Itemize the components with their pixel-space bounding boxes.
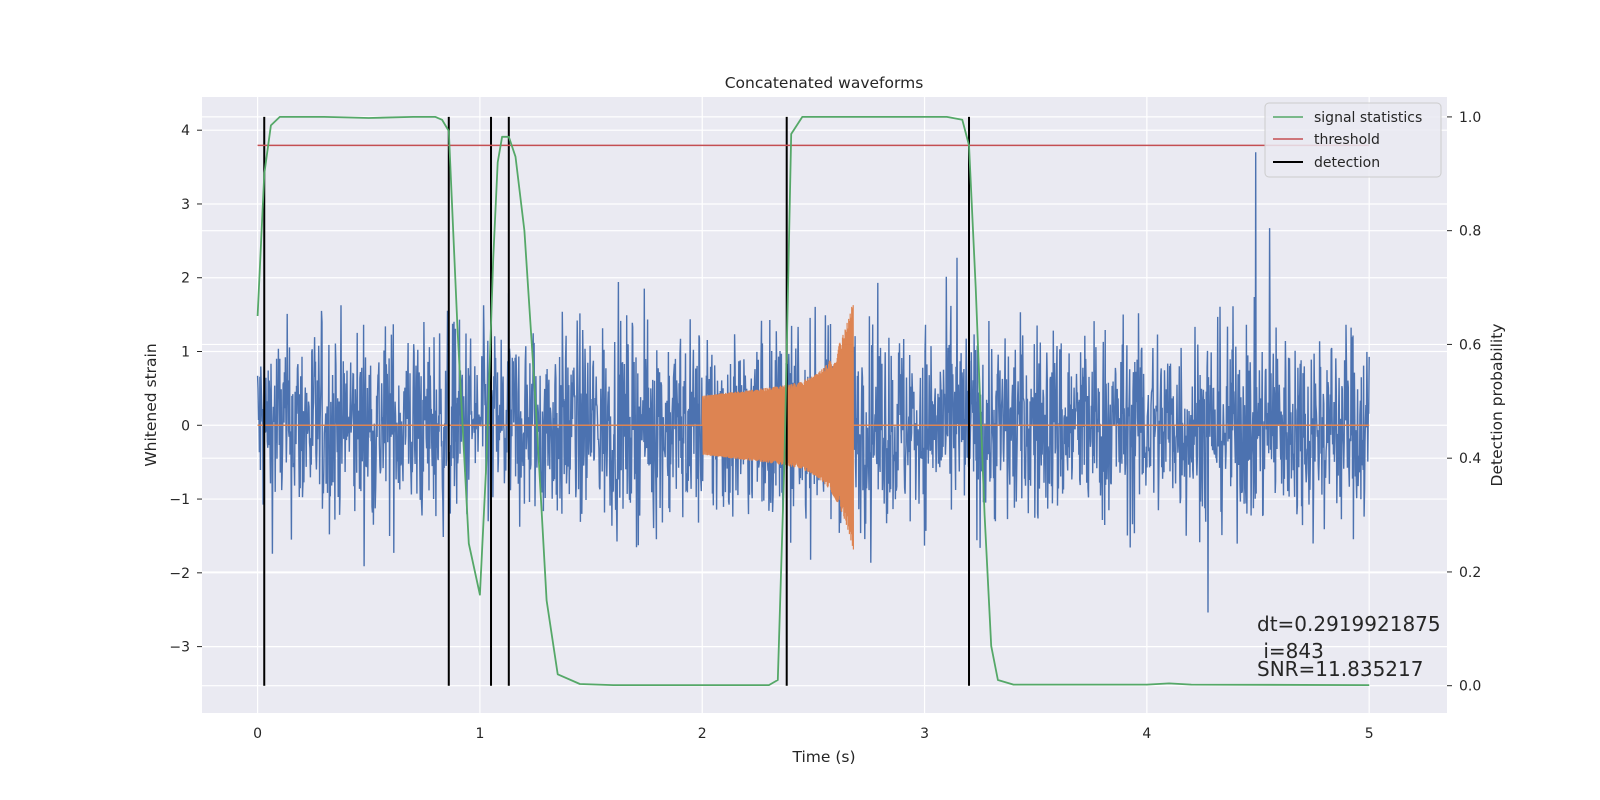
injected-chirp-line (701, 305, 855, 550)
legend-frame (1264, 102, 1442, 178)
axis-ticks: 0 1 2 3 4 5 −3 −2 −1 0 1 2 3 4 0.0 0.2 0.4 0.6 0.8 1.0 (169, 110, 1481, 742)
y2-axis-title: Detection probability (1488, 324, 1506, 487)
legend-label-signal-statistics: signal statistics (1314, 110, 1422, 126)
y-tick-label: −1 (169, 492, 190, 508)
x-tick-label: 0 (253, 726, 262, 742)
legend: signal statistics threshold detection (1264, 102, 1442, 178)
x-tick-label: 3 (920, 726, 929, 742)
chart-title: Concatenated waveforms (725, 74, 924, 92)
y-tick-label: −2 (169, 566, 190, 582)
x-tick-label: 2 (698, 726, 707, 742)
y2-tick-label: 0.6 (1459, 337, 1481, 353)
y2-tick-label: 0.0 (1459, 679, 1481, 695)
x-tick-label: 1 (475, 726, 484, 742)
y-tick-label: 0 (181, 418, 190, 434)
annotation-block: dt=0.2919921875 i=843 SNR=11.835217 (1257, 612, 1441, 681)
y-tick-label: 2 (181, 271, 190, 287)
signal-statistics-line (256, 116, 1370, 686)
x-tick-label: 5 (1365, 726, 1374, 742)
annotation-snr: SNR=11.835217 (1257, 657, 1423, 681)
injected-waveform-series (257, 305, 1370, 550)
signal-statistics-series (256, 116, 1370, 686)
y2-tick-label: 0.4 (1459, 451, 1481, 467)
y-tick-label: 1 (181, 345, 190, 361)
legend-label-detection: detection (1314, 155, 1380, 171)
y2-tick-label: 1.0 (1459, 110, 1481, 126)
annotation-dt: dt=0.2919921875 (1257, 612, 1441, 636)
legend-label-threshold: threshold (1314, 132, 1380, 148)
annotation-index: i=843 (1257, 639, 1324, 663)
y-axis-title: Whitened strain (142, 343, 160, 466)
y-tick-label: 4 (181, 123, 190, 139)
x-axis-title: Time (s) (791, 748, 855, 766)
y2-tick-label: 0.2 (1459, 565, 1481, 581)
detection-lines (263, 116, 971, 686)
y2-tick-label: 0.8 (1459, 224, 1481, 240)
x-tick-label: 4 (1142, 726, 1151, 742)
y-tick-label: 3 (181, 197, 190, 213)
y-tick-label: −3 (169, 640, 190, 656)
